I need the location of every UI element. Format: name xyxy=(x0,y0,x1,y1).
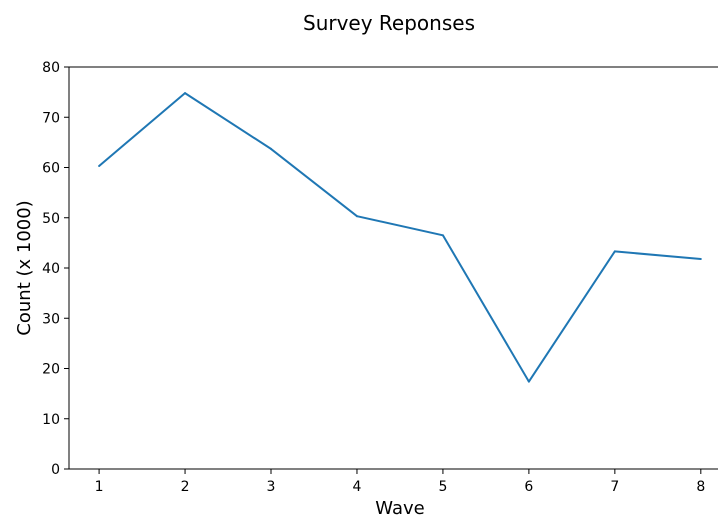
data-point xyxy=(527,380,530,383)
y-tick-label: 40 xyxy=(42,261,60,277)
plot-area xyxy=(68,66,718,470)
series-line xyxy=(98,92,701,383)
y-tick-label: 20 xyxy=(42,362,60,378)
data-point xyxy=(270,147,273,150)
x-tick-label: 3 xyxy=(267,479,276,495)
x-tick-label: 8 xyxy=(696,479,705,495)
y-tick-label: 10 xyxy=(42,412,60,428)
data-point xyxy=(98,164,101,167)
x-axis-ticks: 1 2 3 4 5 6 7 8 xyxy=(95,469,705,495)
y-tick-label: 0 xyxy=(51,462,60,478)
x-tick-label: 5 xyxy=(438,479,447,495)
y-tick-label: 80 xyxy=(42,60,60,76)
data-point xyxy=(613,250,616,253)
data-point xyxy=(699,257,702,260)
data-point xyxy=(355,215,358,218)
y-tick-label: 50 xyxy=(42,211,60,227)
data-point xyxy=(441,234,444,237)
y-axis-label: Count (x 1000) xyxy=(14,200,35,335)
y-axis-ticks: 0 10 20 30 40 50 60 70 80 xyxy=(42,60,69,478)
data-point xyxy=(184,92,187,95)
x-tick-label: 7 xyxy=(610,479,619,495)
x-tick-label: 6 xyxy=(524,479,533,495)
y-tick-label: 30 xyxy=(42,311,60,327)
y-tick-label: 70 xyxy=(42,110,60,126)
x-axis-label: Wave xyxy=(375,498,424,517)
x-tick-label: 2 xyxy=(181,479,190,495)
y-tick-label: 60 xyxy=(42,161,60,177)
chart-title: Survey Reponses xyxy=(303,11,475,35)
x-tick-label: 4 xyxy=(353,479,362,495)
series-layer xyxy=(98,92,702,383)
x-tick-label: 1 xyxy=(95,479,104,495)
